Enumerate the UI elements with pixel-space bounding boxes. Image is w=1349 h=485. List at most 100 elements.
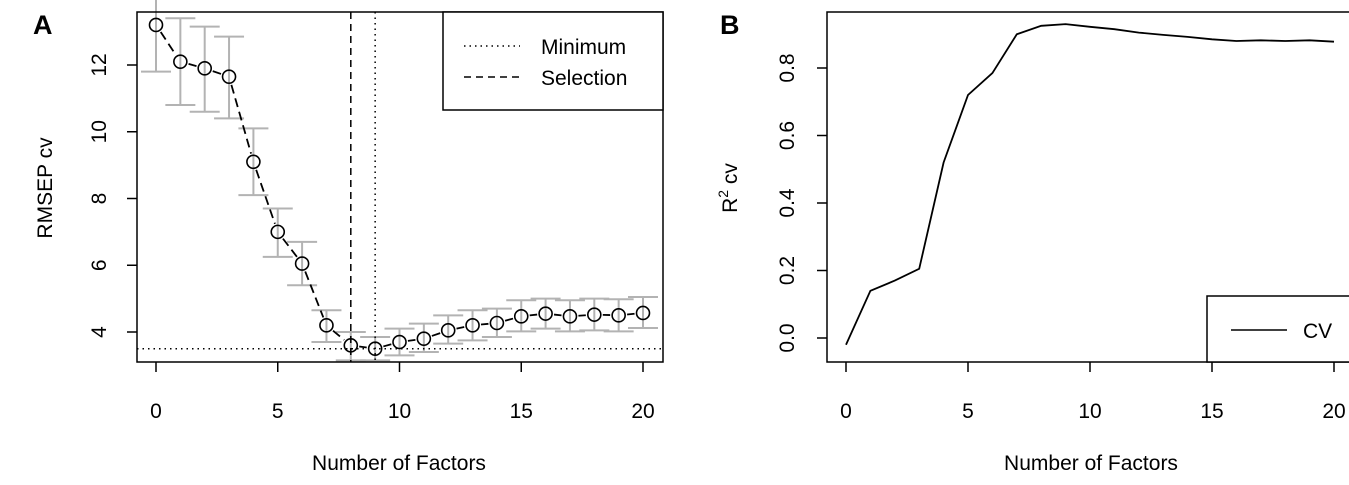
panel-label-b: B (720, 10, 740, 40)
data-point (611, 308, 626, 323)
error-bar (262, 207, 293, 258)
series-segment (480, 322, 489, 326)
series-segment (359, 345, 367, 349)
error-bar (628, 295, 658, 329)
x-tick-label-a: 15 (510, 400, 533, 423)
x-tick-label-b: 10 (1078, 400, 1101, 423)
y-tick-label-a: 6 (88, 259, 111, 271)
error-bar (481, 307, 512, 339)
plot-area-a: 0 5 10 15 20 4 6 8 10 12 Minimum Selection (88, 0, 664, 423)
error-bar (165, 17, 196, 107)
y-tick-label-a: 10 (88, 120, 111, 143)
series-segment (255, 169, 276, 225)
y-axis-title-b-base: R (719, 198, 742, 213)
error-bar (238, 127, 269, 197)
error-bar (433, 314, 464, 345)
data-point (586, 307, 602, 322)
data-point (513, 309, 529, 324)
y-tick-label-a: 8 (88, 193, 111, 205)
series-segment (188, 63, 197, 67)
data-point (465, 318, 480, 333)
data-point (294, 256, 310, 271)
y-axis-title-b-suffix: cv (719, 163, 742, 190)
data-point (343, 338, 359, 353)
x-axis-title-a: Number of Factors (312, 452, 486, 475)
series-segment (407, 338, 416, 342)
data-point (489, 315, 505, 331)
data-point (440, 323, 456, 338)
y-tick-label-b: 0.4 (776, 188, 799, 218)
data-point (416, 331, 432, 346)
data-point (270, 224, 286, 240)
legend-box-a (442, 11, 664, 111)
x-tick-label-a: 0 (150, 400, 162, 423)
error-bar (287, 240, 318, 287)
data-point (562, 309, 578, 324)
series-segment (431, 332, 441, 337)
panel-b: B 0 5 10 15 20 0.0 0.2 0.4 0.6 0.8 CV Number of Fa… (715, 10, 1349, 475)
series-segment (504, 317, 514, 322)
y-tick-label-a: 12 (88, 53, 111, 76)
legend-label-a: Selection (541, 67, 627, 90)
error-bar (311, 309, 342, 344)
panel-label-a: A (33, 10, 53, 40)
series-line-cv (845, 23, 1335, 346)
legend-a: Minimum Selection (442, 11, 664, 111)
error-bar (214, 35, 245, 120)
plot-frame-b (826, 11, 1349, 363)
y-tick-label-a: 4 (88, 326, 111, 338)
series-segment (212, 70, 222, 75)
error-bar (603, 298, 634, 333)
error-bar (554, 299, 585, 333)
series-segment (383, 343, 392, 348)
x-tick-label-a: 5 (272, 400, 284, 423)
legend-label-a: Minimum (541, 36, 626, 59)
data-point (221, 69, 237, 84)
data-point (246, 154, 261, 170)
data-point (635, 305, 651, 321)
data-point (197, 61, 212, 76)
series-segment (529, 313, 538, 317)
series-segment (230, 84, 252, 154)
y-axis-title-b-superscript: 2 (715, 190, 731, 198)
y-axis-title-a: RMSEP cv (34, 137, 57, 239)
error-bar (506, 299, 537, 333)
x-tick-label-b: 15 (1200, 400, 1223, 423)
error-bar (141, 0, 171, 73)
error-bar (457, 309, 488, 342)
series-segment (627, 312, 635, 316)
series-segment (304, 271, 325, 318)
series-segment (553, 313, 562, 317)
legend-label-b: CV (1303, 320, 1332, 343)
y-tick-label-b: 0.2 (776, 256, 799, 285)
error-bar (189, 25, 220, 113)
data-point (173, 54, 188, 69)
error-bar (384, 327, 415, 357)
x-tick-label-a: 20 (631, 400, 654, 423)
y-axis-title-b: R2 cv (715, 163, 742, 213)
x-tick-label-b: 20 (1322, 400, 1345, 423)
legend-box-b (1206, 295, 1349, 363)
plot-area-b: 0 5 10 15 20 0.0 0.2 0.4 0.6 0.8 CV (776, 11, 1349, 423)
series-segment (332, 330, 345, 341)
x-tick-label-b: 5 (962, 400, 974, 423)
y-tick-label-b: 0.6 (776, 121, 799, 150)
data-point (367, 341, 383, 356)
series-segment (578, 314, 586, 317)
data-point (392, 334, 407, 350)
series-segment (456, 326, 465, 330)
legend-b: CV (1206, 295, 1349, 363)
x-tick-label-b: 0 (840, 400, 852, 423)
error-bar (408, 322, 439, 354)
y-tick-label-b: 0.8 (776, 53, 799, 82)
error-bar (530, 297, 561, 330)
y-tick-label-b: 0.0 (776, 323, 799, 352)
series-segment (159, 31, 177, 56)
panel-a: A 0 5 10 15 20 4 6 8 10 12 Minimum Selection Number… (33, 0, 664, 475)
series-segment (282, 238, 298, 258)
data-point (148, 17, 164, 33)
x-tick-label-a: 10 (388, 400, 411, 423)
x-axis-title-b: Number of Factors (1004, 452, 1178, 475)
data-point (538, 306, 553, 321)
